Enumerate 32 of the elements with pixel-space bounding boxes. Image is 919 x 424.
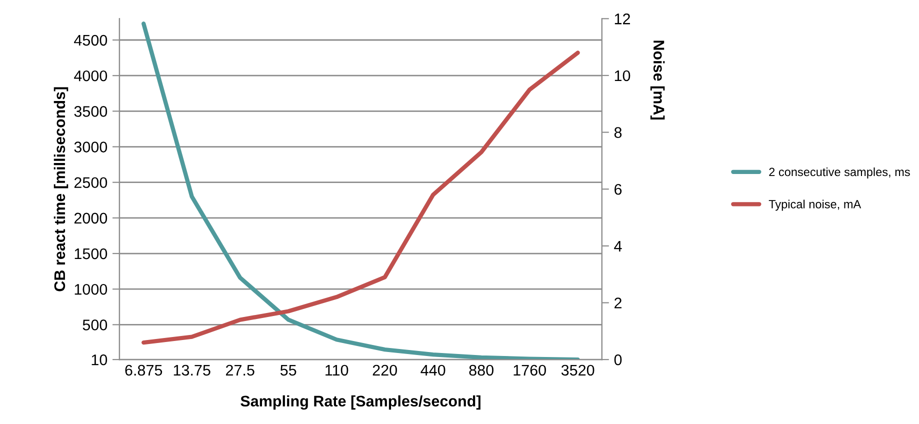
y2-tick-label: 2 (614, 298, 622, 308)
x-tick-label: 440 (420, 364, 446, 376)
y2-tick-label: 4 (614, 240, 622, 252)
y-tick-label: 2000 (74, 212, 108, 224)
y2-axis-title: Noise [mA] (650, 40, 665, 120)
y2-tick-label: 12 (614, 14, 630, 24)
x-tick-label: 220 (372, 364, 397, 376)
x-tick-label: 1760 (514, 364, 546, 376)
y-tick-label: 3500 (74, 106, 108, 117)
y2-tick-label: 0 (614, 354, 622, 366)
y2-tick-label: 8 (614, 127, 622, 138)
y-tick-label: 3000 (74, 142, 108, 152)
y-tick-label: 500 (82, 320, 108, 330)
y2-tick-label: 6 (614, 184, 622, 195)
y-tick-label: 4500 (74, 34, 108, 46)
y-tick-label: 2500 (74, 177, 108, 188)
legend-label: Typical noise, mA (768, 200, 862, 211)
x-tick-label: 27.5 (226, 364, 254, 376)
x-tick-label: 110 (326, 364, 348, 376)
x-tick-label: 880 (469, 364, 494, 376)
y-tick-label: 10 (92, 354, 108, 366)
x-tick-label: 55 (280, 364, 296, 376)
x-tick-label: 6.875 (125, 364, 162, 376)
y-tick-label: 1000 (74, 284, 108, 295)
y2-tick-label: 10 (614, 70, 630, 82)
x-tick-label: 3520 (561, 364, 594, 376)
y-tick-label: 4000 (74, 70, 108, 82)
x-tick-label: 13.75 (174, 364, 210, 376)
y-tick-label: 1500 (74, 248, 108, 260)
legend-label: 2 consecutive samples, ms (769, 167, 910, 178)
y-axis-title: CB react time [milliseconds] (54, 87, 68, 292)
x-axis-title: Sampling Rate [Samples/second] (240, 395, 480, 410)
